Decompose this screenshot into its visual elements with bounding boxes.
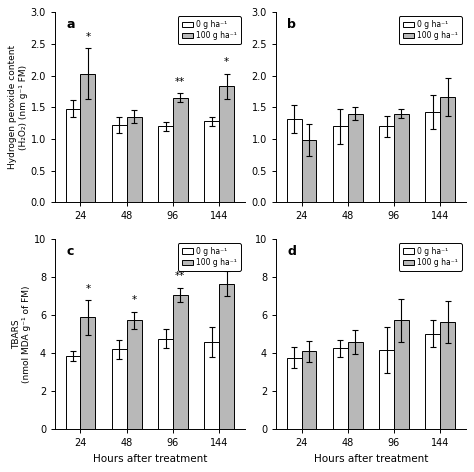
Text: d: d (287, 245, 296, 258)
Y-axis label: Hydrogen peroxide content
(H₂O₂) (nm g⁻¹ FM): Hydrogen peroxide content (H₂O₂) (nm g⁻¹… (9, 45, 28, 169)
Bar (333, 126, 348, 202)
Bar (348, 114, 363, 202)
Text: b: b (287, 18, 296, 31)
Bar (301, 140, 316, 202)
Bar (66, 109, 81, 202)
Bar (394, 114, 409, 202)
Legend: 0 g ha⁻¹, 100 g ha⁻¹: 0 g ha⁻¹, 100 g ha⁻¹ (399, 16, 462, 44)
Bar (287, 358, 301, 429)
Text: **: ** (175, 271, 185, 281)
Bar (333, 348, 348, 429)
Bar (112, 125, 127, 202)
Bar (440, 322, 455, 429)
Y-axis label: TBARS
(nmol MDA g⁻¹ of FM): TBARS (nmol MDA g⁻¹ of FM) (11, 286, 31, 383)
Bar (348, 342, 363, 429)
Bar (440, 97, 455, 202)
Bar (426, 112, 440, 202)
Bar (219, 86, 234, 202)
Bar (173, 98, 188, 202)
Bar (287, 118, 301, 202)
X-axis label: Hours after treatment: Hours after treatment (92, 454, 207, 464)
Legend: 0 g ha⁻¹, 100 g ha⁻¹: 0 g ha⁻¹, 100 g ha⁻¹ (178, 16, 241, 44)
Bar (394, 320, 409, 429)
Bar (219, 284, 234, 429)
Text: *: * (85, 32, 91, 42)
Text: a: a (66, 18, 75, 31)
Legend: 0 g ha⁻¹, 100 g ha⁻¹: 0 g ha⁻¹, 100 g ha⁻¹ (399, 243, 462, 271)
Bar (127, 320, 142, 429)
Text: c: c (66, 245, 74, 258)
Bar (112, 349, 127, 429)
Legend: 0 g ha⁻¹, 100 g ha⁻¹: 0 g ha⁻¹, 100 g ha⁻¹ (178, 243, 241, 271)
Bar (158, 339, 173, 429)
Bar (81, 317, 95, 429)
Bar (204, 342, 219, 429)
Bar (66, 356, 81, 429)
Text: *: * (85, 284, 91, 294)
Bar (301, 351, 316, 429)
Bar (81, 74, 95, 202)
Bar (127, 117, 142, 202)
X-axis label: Hours after treatment: Hours after treatment (314, 454, 428, 464)
Bar (173, 295, 188, 429)
Bar (379, 126, 394, 202)
Bar (204, 121, 219, 202)
Text: *: * (224, 57, 229, 67)
Text: *: * (132, 295, 137, 305)
Bar (426, 334, 440, 429)
Text: **: ** (175, 77, 185, 87)
Text: **: ** (221, 255, 232, 265)
Bar (158, 126, 173, 202)
Bar (379, 350, 394, 429)
